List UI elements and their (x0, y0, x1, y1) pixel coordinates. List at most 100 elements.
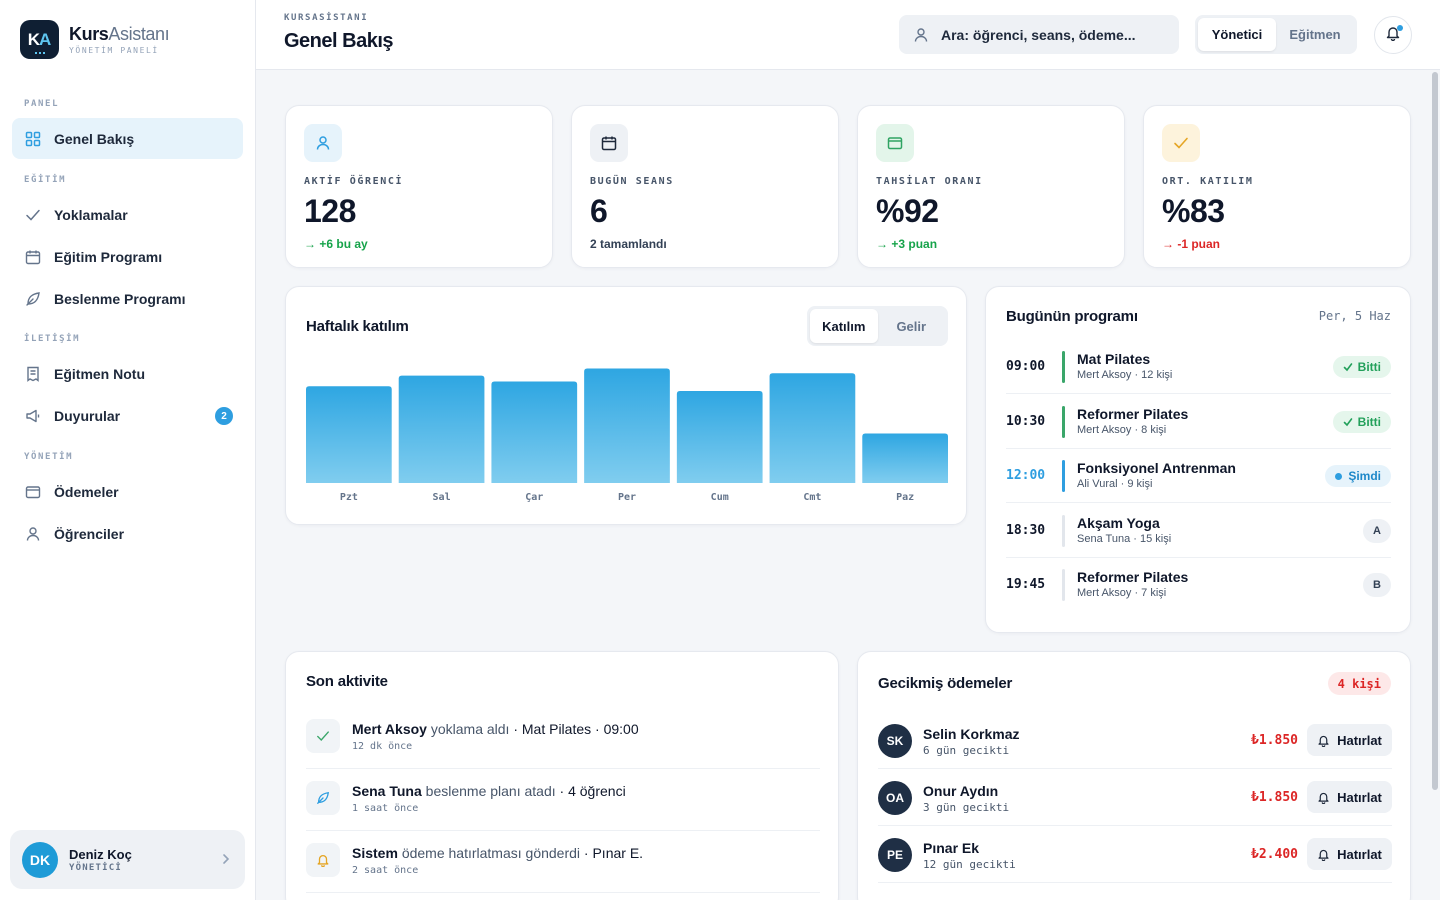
activity-row[interactable]: Mert Aksoy yoklama aldı · Mat Pilates · … (306, 719, 820, 781)
note-icon (24, 365, 42, 383)
session-name: Reformer Pilates (1077, 406, 1189, 422)
bar-çar[interactable] (491, 381, 578, 483)
remind-button[interactable]: Hatırlat (1307, 781, 1392, 813)
due-amount: ₺2.400 (1251, 847, 1298, 862)
schedule-row[interactable]: 09:00 Mat Pilates Mert Aksoy · 12 kişi B… (1006, 340, 1391, 394)
schedule-row[interactable]: 12:00 Fonksiyonel Antrenman Ali Vural · … (1006, 449, 1391, 503)
sidebar-item-label: Duyurular (54, 407, 121, 424)
divider (306, 892, 820, 893)
sidebar-item-label: Beslenme Programı (54, 290, 186, 307)
session-name: Reformer Pilates (1077, 569, 1189, 585)
sidebar-item-yoklamalar[interactable]: Yoklamalar (12, 194, 243, 235)
activity-actor: Sistem (352, 845, 398, 861)
grid-icon (24, 130, 42, 148)
sidebar-item-odemeler[interactable]: Ödemeler (12, 471, 243, 512)
activity-row[interactable]: Sena Tuna beslenme planı atadı · 4 öğren… (306, 781, 820, 843)
sidebar-item-duyurular[interactable]: Duyurular 2 (12, 395, 243, 436)
sidebar-item-ogrenciler[interactable]: Öğrenciler (12, 513, 243, 554)
search-placeholder: Ara: öğrenci, seans, ödeme... (941, 26, 1136, 43)
remind-button-label: Hatırlat (1337, 789, 1382, 805)
bar-paz[interactable] (862, 433, 948, 483)
schedule-row[interactable]: 19:45 Reformer Pilates Mert Aksoy · 7 ki… (1006, 558, 1391, 612)
schedule-row[interactable]: 18:30 Akşam Yoga Sena Tuna · 15 kişi A (1006, 504, 1391, 558)
payment-row: PE Pınar Ek 12 gün gecikti ₺2.400 Hatırl… (878, 838, 1392, 895)
divider (306, 768, 820, 769)
logo-dots (35, 52, 45, 54)
live-dot-icon (1335, 472, 1343, 480)
remind-button-label: Hatırlat (1337, 732, 1382, 748)
breadcrumb: KURSASİSTANI (284, 13, 369, 23)
late-count-badge: 4 kişi (1327, 672, 1391, 695)
bar-sal[interactable] (398, 375, 485, 483)
stat-label: TAHSİLAT ORANI (876, 176, 983, 187)
activity-detail: · Mat Pilates · 09:00 (513, 721, 639, 737)
sidebar-item-beslenme-programi[interactable]: Beslenme Programı (12, 278, 243, 319)
scrollbar[interactable] (1432, 72, 1438, 790)
bar-label: Çar (525, 492, 543, 503)
sidebar-item-label: Öğrenciler (54, 525, 125, 542)
nav-section-yonetim: YÖNETİM (24, 452, 74, 462)
card-title: Haftalık katılım (306, 318, 409, 335)
divider (1006, 502, 1391, 503)
session-meta: Mert Aksoy · 12 kişi (1077, 369, 1173, 381)
late-days: 12 gün gecikti (923, 858, 1016, 871)
stat-label: ORT. KATILIM (1162, 176, 1254, 187)
role-option-egitmen[interactable]: Eğitmen (1289, 27, 1341, 42)
divider (1006, 448, 1391, 449)
stat-delta-text: +6 bu ay (319, 237, 368, 251)
bar-cmt[interactable] (769, 373, 856, 483)
check-icon (1343, 417, 1353, 427)
sidebar-item-egitmen-notu[interactable]: Eğitmen Notu (12, 353, 243, 394)
late-days: 3 gün gecikti (923, 801, 1010, 814)
bar-pzt[interactable] (306, 386, 392, 483)
brand-name-bold: Kurs (69, 24, 109, 44)
check-icon (1162, 124, 1200, 162)
remind-button[interactable]: Hatırlat (1307, 838, 1392, 870)
sidebar-item-genel-bakis[interactable]: Genel Bakış (12, 118, 243, 159)
schedule-row[interactable]: 10:30 Reformer Pilates Mert Aksoy · 8 ki… (1006, 395, 1391, 449)
chart-toggle: Katılım Gelir (807, 306, 948, 346)
bar-cum[interactable] (676, 390, 763, 483)
role-toggle: Yönetici Eğitmen (1195, 15, 1357, 54)
stat-delta: 2 tamamlandı (590, 237, 667, 251)
chart-toggle-gelir[interactable]: Gelir (896, 318, 927, 334)
stat-value: %92 (876, 193, 939, 229)
divider (878, 825, 1392, 826)
search-input[interactable]: Ara: öğrenci, seans, ödeme... (899, 15, 1179, 54)
stat-card-ort-katilim: ORT. KATILIM %83 → -1 puan (1143, 105, 1411, 268)
divider (306, 830, 820, 831)
bar-label: Cmt (803, 492, 821, 503)
megaphone-icon (24, 407, 42, 425)
schedule-date: Per, 5 Haz (1318, 309, 1391, 323)
stat-value: 128 (304, 193, 356, 229)
divider (878, 768, 1392, 769)
session-time: 10:30 (1006, 414, 1046, 429)
notifications-button[interactable] (1374, 16, 1412, 54)
stat-delta-text: -1 puan (1177, 237, 1221, 251)
bar-per[interactable] (584, 368, 670, 483)
bar-label: Cum (711, 492, 729, 503)
leaf-icon (306, 781, 340, 815)
user-icon (24, 525, 42, 543)
activity-row[interactable]: Sistem ödeme hatırlatması gönderdi · Pın… (306, 843, 820, 900)
divider (1006, 557, 1391, 558)
calendar-icon (24, 248, 42, 266)
activity-time: 12 dk önce (352, 741, 413, 752)
session-time: 12:00 (1006, 468, 1046, 483)
leaf-icon (24, 290, 42, 308)
stat-card-tahsilat-orani: TAHSİLAT ORANI %92 → +3 puan (857, 105, 1125, 268)
chart-toggle-katilim[interactable]: Katılım (810, 309, 878, 343)
sidebar-item-label: Eğitim Programı (54, 248, 163, 265)
avatar: SK (878, 724, 912, 758)
remind-button[interactable]: Hatırlat (1307, 724, 1392, 756)
logo-letter-k: K (27, 29, 40, 49)
user-profile-card[interactable]: DK Deniz Koç YÖNETİCİ (10, 830, 245, 889)
stat-delta: → -1 puan (1162, 237, 1220, 251)
sidebar-item-egitim-programi[interactable]: Eğitim Programı (12, 236, 243, 277)
role-option-yonetici[interactable]: Yönetici (1198, 18, 1276, 51)
session-time: 19:45 (1006, 577, 1046, 592)
brand-name-light: Asistanı (108, 24, 170, 44)
session-meta: Mert Aksoy · 7 kişi (1077, 587, 1167, 599)
